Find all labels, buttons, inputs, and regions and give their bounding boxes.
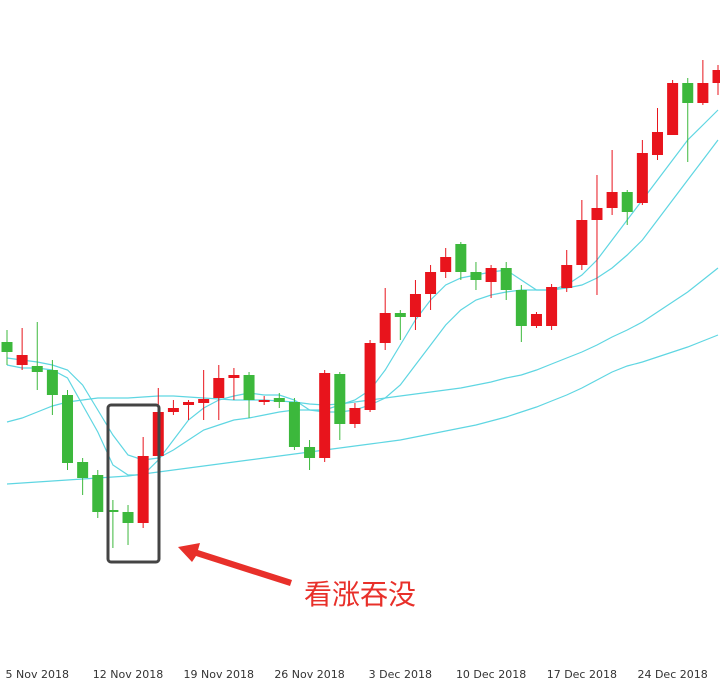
annotation-arrow xyxy=(178,543,292,586)
candle-body xyxy=(530,314,542,326)
candle-body xyxy=(258,400,270,402)
candle-body xyxy=(198,399,210,403)
candle-body xyxy=(319,373,331,458)
candle-body xyxy=(455,244,467,272)
candle-body xyxy=(379,313,391,343)
x-tick-label: 3 Dec 2018 xyxy=(369,668,432,681)
candle-body xyxy=(409,294,421,317)
candle-body xyxy=(546,287,558,326)
candle-body xyxy=(515,290,527,326)
x-tick-label: 24 Dec 2018 xyxy=(637,668,707,681)
candle-body xyxy=(576,220,588,265)
candle-body xyxy=(621,192,633,212)
moving-average xyxy=(6,109,719,476)
x-tick-label: 17 Dec 2018 xyxy=(547,668,617,681)
candle-body xyxy=(697,83,709,103)
x-tick-label: 10 Dec 2018 xyxy=(456,668,526,681)
moving-average xyxy=(6,334,719,485)
candle-body xyxy=(651,132,663,155)
candle-body xyxy=(1,342,13,352)
candle-body xyxy=(288,402,300,447)
candle-body xyxy=(122,512,134,523)
candle-body xyxy=(167,408,179,412)
candle-body xyxy=(183,402,195,405)
candle-body xyxy=(636,153,648,203)
candle-body xyxy=(440,257,452,272)
moving-average xyxy=(6,139,719,461)
x-tick-label: 19 Nov 2018 xyxy=(184,668,254,681)
annotation: 看涨吞没 xyxy=(304,578,416,611)
candle-body xyxy=(591,208,603,220)
x-tick-label: 12 Nov 2018 xyxy=(93,668,163,681)
candle-body xyxy=(500,268,512,290)
candle-body xyxy=(62,395,74,463)
highlight-box xyxy=(106,403,161,564)
candle-body xyxy=(16,355,28,365)
candle-body xyxy=(107,510,119,512)
candle-body xyxy=(273,398,285,402)
candle-body xyxy=(712,70,720,83)
moving-average xyxy=(6,267,719,423)
candle-body xyxy=(77,462,89,478)
candle-body xyxy=(137,456,149,523)
candle-body xyxy=(228,375,240,378)
candle-body xyxy=(304,447,316,458)
candle-body xyxy=(334,374,346,424)
x-tick-label: 26 Nov 2018 xyxy=(274,668,344,681)
candle-body xyxy=(561,265,573,288)
candle-body xyxy=(470,272,482,280)
candle-body xyxy=(349,408,361,424)
candle-body xyxy=(243,375,255,400)
candle-body xyxy=(364,343,376,410)
candle-body xyxy=(92,475,104,512)
candle-body xyxy=(485,268,497,282)
candle-body xyxy=(46,370,58,395)
candle-body xyxy=(606,192,618,208)
candle-body xyxy=(682,83,694,103)
x-tick-label: 5 Nov 2018 xyxy=(6,668,69,681)
candle-body xyxy=(667,83,679,135)
candle-body xyxy=(425,272,437,294)
candle-body xyxy=(31,366,43,372)
candle-body xyxy=(394,313,406,317)
candle-body xyxy=(213,378,225,398)
